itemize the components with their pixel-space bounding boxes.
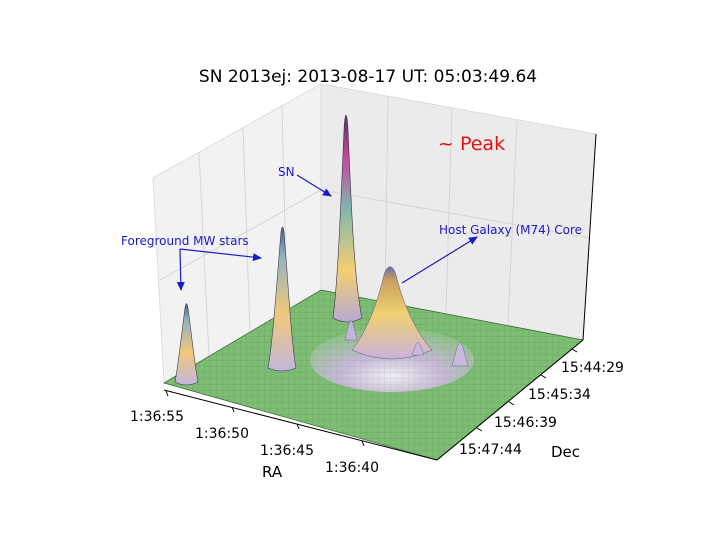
- axes: [163, 133, 597, 461]
- chart-title: SN 2013ej: 2013-08-17 UT: 05:03:49.64: [199, 67, 537, 87]
- annotation-host-galaxy: Host Galaxy (M74) Core: [439, 223, 582, 237]
- y-tick-label: 15:47:44: [459, 442, 522, 458]
- x-tick-label: 1:36:50: [195, 426, 249, 442]
- annotation-peak: ~ Peak: [438, 133, 505, 155]
- annotation-foreground-stars: Foreground MW stars: [121, 234, 249, 248]
- y-tick-label: 15:46:39: [494, 415, 557, 431]
- x-tick-label: 1:36:40: [325, 460, 379, 476]
- y-tick-labels: 15:47:44 15:46:39 15:45:34 15:44:29: [459, 360, 624, 458]
- arrow-star-2: [179, 248, 262, 262]
- annotations: ~ Peak SN Foreground MW stars Host Galax…: [121, 133, 582, 291]
- arrow-host-galaxy: [401, 236, 478, 284]
- surface-peaks: [174, 114, 469, 386]
- y-axis-label: Dec: [551, 443, 580, 461]
- annotation-sn: SN: [278, 165, 295, 179]
- x-tick-label: 1:36:45: [260, 443, 314, 459]
- y-tick-label: 15:44:29: [561, 360, 624, 376]
- surface-floor: [162, 289, 584, 461]
- x-tick-label: 1:36:55: [130, 409, 184, 425]
- arrow-sn: [296, 174, 332, 197]
- y-tick-label: 15:45:34: [528, 387, 591, 403]
- x-tick-labels: 1:36:55 1:36:50 1:36:45 1:36:40: [130, 409, 379, 476]
- arrow-star-1: [176, 248, 185, 291]
- x-axis-label: RA: [262, 463, 283, 481]
